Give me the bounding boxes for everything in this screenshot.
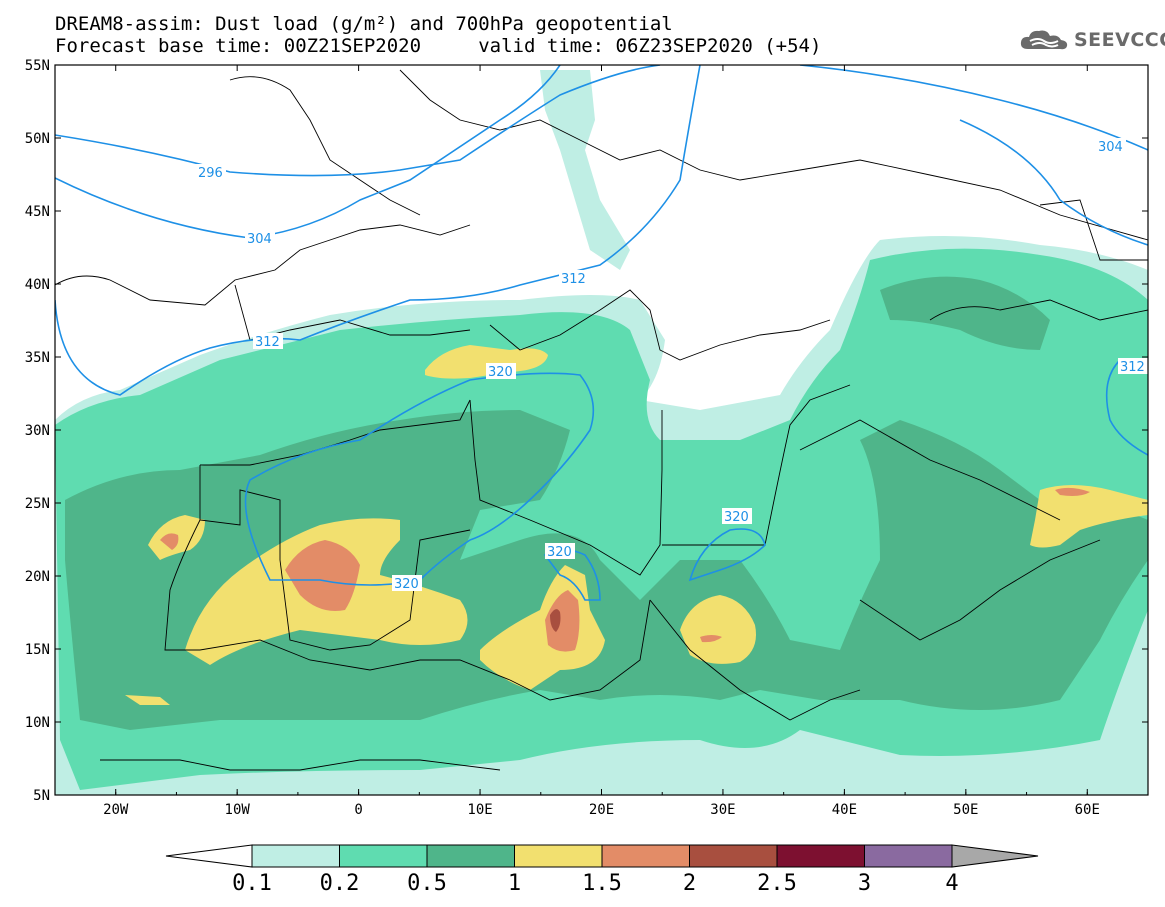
lat-tick-label: 15N — [25, 642, 50, 658]
lat-tick-label: 10N — [25, 715, 50, 731]
colorbar-label: 0.5 — [407, 871, 447, 896]
contour-304-east — [799, 65, 1148, 151]
lon-tick-label: 30E — [710, 802, 735, 818]
lat-tick-label: 20N — [25, 569, 50, 585]
dust-layer-0.1-alps — [540, 70, 630, 270]
lat-tick-label: 30N — [25, 423, 50, 439]
colorbar-label: 4 — [945, 871, 958, 896]
contour-label: 320 — [488, 365, 513, 380]
contour-label: 320 — [547, 545, 572, 560]
colorbar-label: 2 — [683, 871, 696, 896]
contour-label: 312 — [561, 272, 586, 287]
logo-text: SEEVCCC — [1074, 29, 1165, 51]
dust-layer-1.5-sudan — [700, 635, 722, 643]
lat-tick-label: 50N — [25, 131, 50, 147]
contour-label: 304 — [1098, 140, 1123, 155]
map-subtitle: Forecast base time: 00Z21SEP2020 valid t… — [55, 35, 822, 57]
latitude-axis: 55N 50N 45N 40N 35N 30N 25N 20N 15N 10N 5N — [25, 58, 1148, 804]
dust-layer-2-chad — [550, 609, 561, 632]
lat-tick-label: 25N — [25, 496, 50, 512]
dust-layer-1.5-chad — [545, 590, 580, 652]
contour-304-west — [55, 65, 561, 239]
colorbar-label: 1.5 — [582, 871, 622, 896]
dust-layer-0.5-iran — [880, 276, 1050, 350]
lat-tick-label: 5N — [33, 788, 50, 804]
contour-320-sahara — [244, 372, 595, 586]
colorbar-segment — [339, 844, 428, 868]
colorbar-label: 2.5 — [757, 871, 797, 896]
contour-312-west — [55, 65, 701, 396]
dust-layer-1.5-mauritania — [160, 533, 179, 550]
colorbar-label: 0.2 — [320, 871, 360, 896]
lon-tick-label: 20W — [103, 802, 129, 818]
dust-layer-1-gulf — [125, 695, 170, 705]
colorbar-segment — [689, 844, 778, 868]
dust-layer-1-sudan — [680, 595, 756, 664]
contour-label: 312 — [1120, 360, 1145, 375]
lat-tick-label: 40N — [25, 277, 50, 293]
colorbar-segment — [601, 844, 690, 868]
colorbar-segment — [426, 844, 515, 868]
dust-layer-1.5-oman — [1055, 487, 1090, 496]
contour-320-sudan — [688, 528, 766, 582]
colorbar-segment — [864, 844, 953, 868]
contour-304-east2 — [959, 119, 1148, 246]
contour-labels: 296 304 304 312 312 320 320 320 320 312 — [196, 138, 1148, 592]
lat-tick-label: 45N — [25, 204, 50, 220]
dust-layer-0.5 — [65, 410, 1148, 730]
contour-label: 304 — [247, 232, 272, 247]
colorbar-under-triangle — [165, 844, 253, 868]
colorbar: 0.1 0.2 0.5 1 1.5 2 2.5 3 4 — [165, 844, 1039, 896]
colorbar-segment — [514, 844, 603, 868]
longitude-axis: 20W 10W 0 10E 20E 30E 40E 50E 60E — [54, 65, 1149, 818]
colorbar-label: 3 — [858, 871, 871, 896]
lat-tick-label: 55N — [25, 58, 50, 74]
lon-tick-label: 10E — [467, 802, 492, 818]
lon-tick-label: 10W — [225, 802, 251, 818]
dust-field: 296 304 304 312 312 320 320 320 320 312 — [55, 65, 1148, 795]
lon-tick-label: 60E — [1075, 802, 1100, 818]
colorbar-label: 1 — [508, 871, 521, 896]
country-borders — [55, 69, 1148, 771]
lon-tick-label: 40E — [832, 802, 857, 818]
lon-tick-label: 0 — [354, 802, 362, 818]
dust-layer-1-oman — [1030, 485, 1148, 548]
contour-312-east — [1105, 359, 1148, 456]
seevccc-logo: SEEVCCC — [1018, 27, 1165, 53]
cloud-icon — [1020, 30, 1068, 50]
colorbar-over-triangle — [951, 844, 1039, 868]
contour-label: 296 — [198, 166, 223, 181]
contour-label: 320 — [724, 510, 749, 525]
contour-label: 312 — [255, 335, 280, 350]
contour-label: 320 — [394, 577, 419, 592]
contour-296 — [55, 65, 661, 177]
map-title: DREAM8-assim: Dust load (g/m²) and 700hP… — [55, 13, 673, 35]
colorbar-label: 0.1 — [232, 871, 272, 896]
lat-tick-label: 35N — [25, 350, 50, 366]
lon-tick-label: 20E — [589, 802, 614, 818]
lon-tick-label: 50E — [953, 802, 978, 818]
dust-layer-1.5-mali — [285, 540, 360, 611]
colorbar-segment — [776, 844, 865, 868]
dust-layer-1-tunisia — [425, 345, 548, 379]
colorbar-segment — [251, 844, 340, 868]
geopotential-contours — [55, 65, 1148, 601]
